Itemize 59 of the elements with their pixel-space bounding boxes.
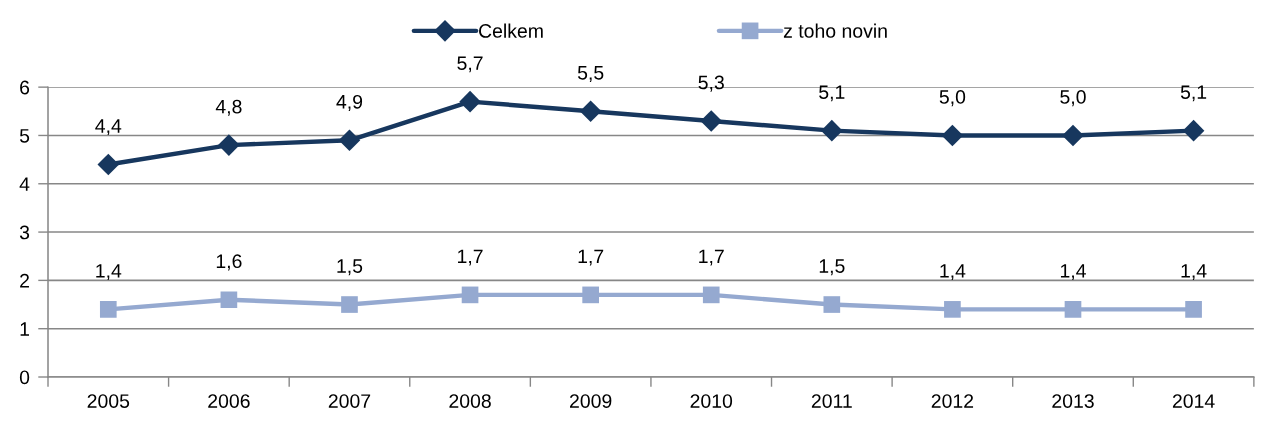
data-label: 1,4 (1181, 264, 1207, 281)
x-tick-label: 2009 (570, 394, 612, 408)
y-tick-label: 4 (19, 177, 30, 191)
point (1064, 301, 1082, 318)
y-tick-label: 2 (20, 273, 29, 288)
point (823, 296, 841, 313)
point (1062, 124, 1084, 147)
data-label: 1,5 (819, 259, 845, 276)
y-tick-label: 3 (19, 225, 30, 240)
y-tick-label: 0 (19, 370, 30, 385)
data-label: 5,7 (457, 56, 483, 73)
x-tick-label: 2014 (1172, 394, 1215, 408)
point (1185, 301, 1202, 318)
x-tick-label: 2007 (328, 394, 371, 408)
point (821, 119, 843, 142)
legend-label: Celkem (479, 23, 543, 38)
point (341, 296, 358, 313)
point (944, 301, 961, 318)
data-label: 5,0 (939, 90, 966, 107)
point (220, 291, 238, 309)
point (700, 110, 723, 132)
point (338, 129, 361, 152)
y-tick-label: 1 (20, 322, 29, 336)
data-label: 1,4 (96, 264, 122, 281)
data-label: 4,4 (95, 119, 122, 136)
point (582, 286, 599, 304)
data-label: 5,1 (819, 85, 845, 102)
data-label: 1,5 (337, 259, 363, 276)
data-label: 4,9 (336, 94, 363, 111)
x-tick-label: 2010 (690, 394, 733, 408)
legend-label: z toho novin (783, 23, 887, 38)
point (702, 286, 720, 304)
x-tick-label: 2012 (931, 394, 974, 408)
point (218, 134, 240, 156)
data-label: 5,0 (1060, 90, 1086, 107)
data-label: 5,3 (698, 75, 724, 92)
data-label: 1,7 (458, 249, 483, 266)
x-tick-label: 2006 (208, 394, 250, 408)
x-tick-label: 2011 (811, 394, 852, 408)
point (459, 90, 481, 113)
data-label: 5,1 (1180, 85, 1207, 102)
point (1182, 119, 1205, 142)
data-label: 1,6 (216, 254, 242, 271)
point (99, 301, 117, 318)
data-label: 1,7 (699, 249, 724, 266)
y-tick-label: 5 (19, 129, 30, 143)
point (579, 100, 602, 123)
point (941, 124, 964, 147)
x-tick-label: 2005 (87, 394, 130, 408)
point (97, 153, 120, 176)
data-label: 1,4 (1060, 264, 1086, 281)
x-tick-label: 2013 (1052, 394, 1094, 408)
data-label: 5,5 (577, 66, 604, 82)
point (461, 286, 479, 304)
data-label: 1,7 (578, 249, 604, 266)
x-tick-label: 2008 (449, 394, 491, 408)
y-tick-label: 6 (20, 80, 30, 95)
data-label: 4,8 (215, 99, 242, 116)
data-label: 1,4 (940, 264, 966, 281)
